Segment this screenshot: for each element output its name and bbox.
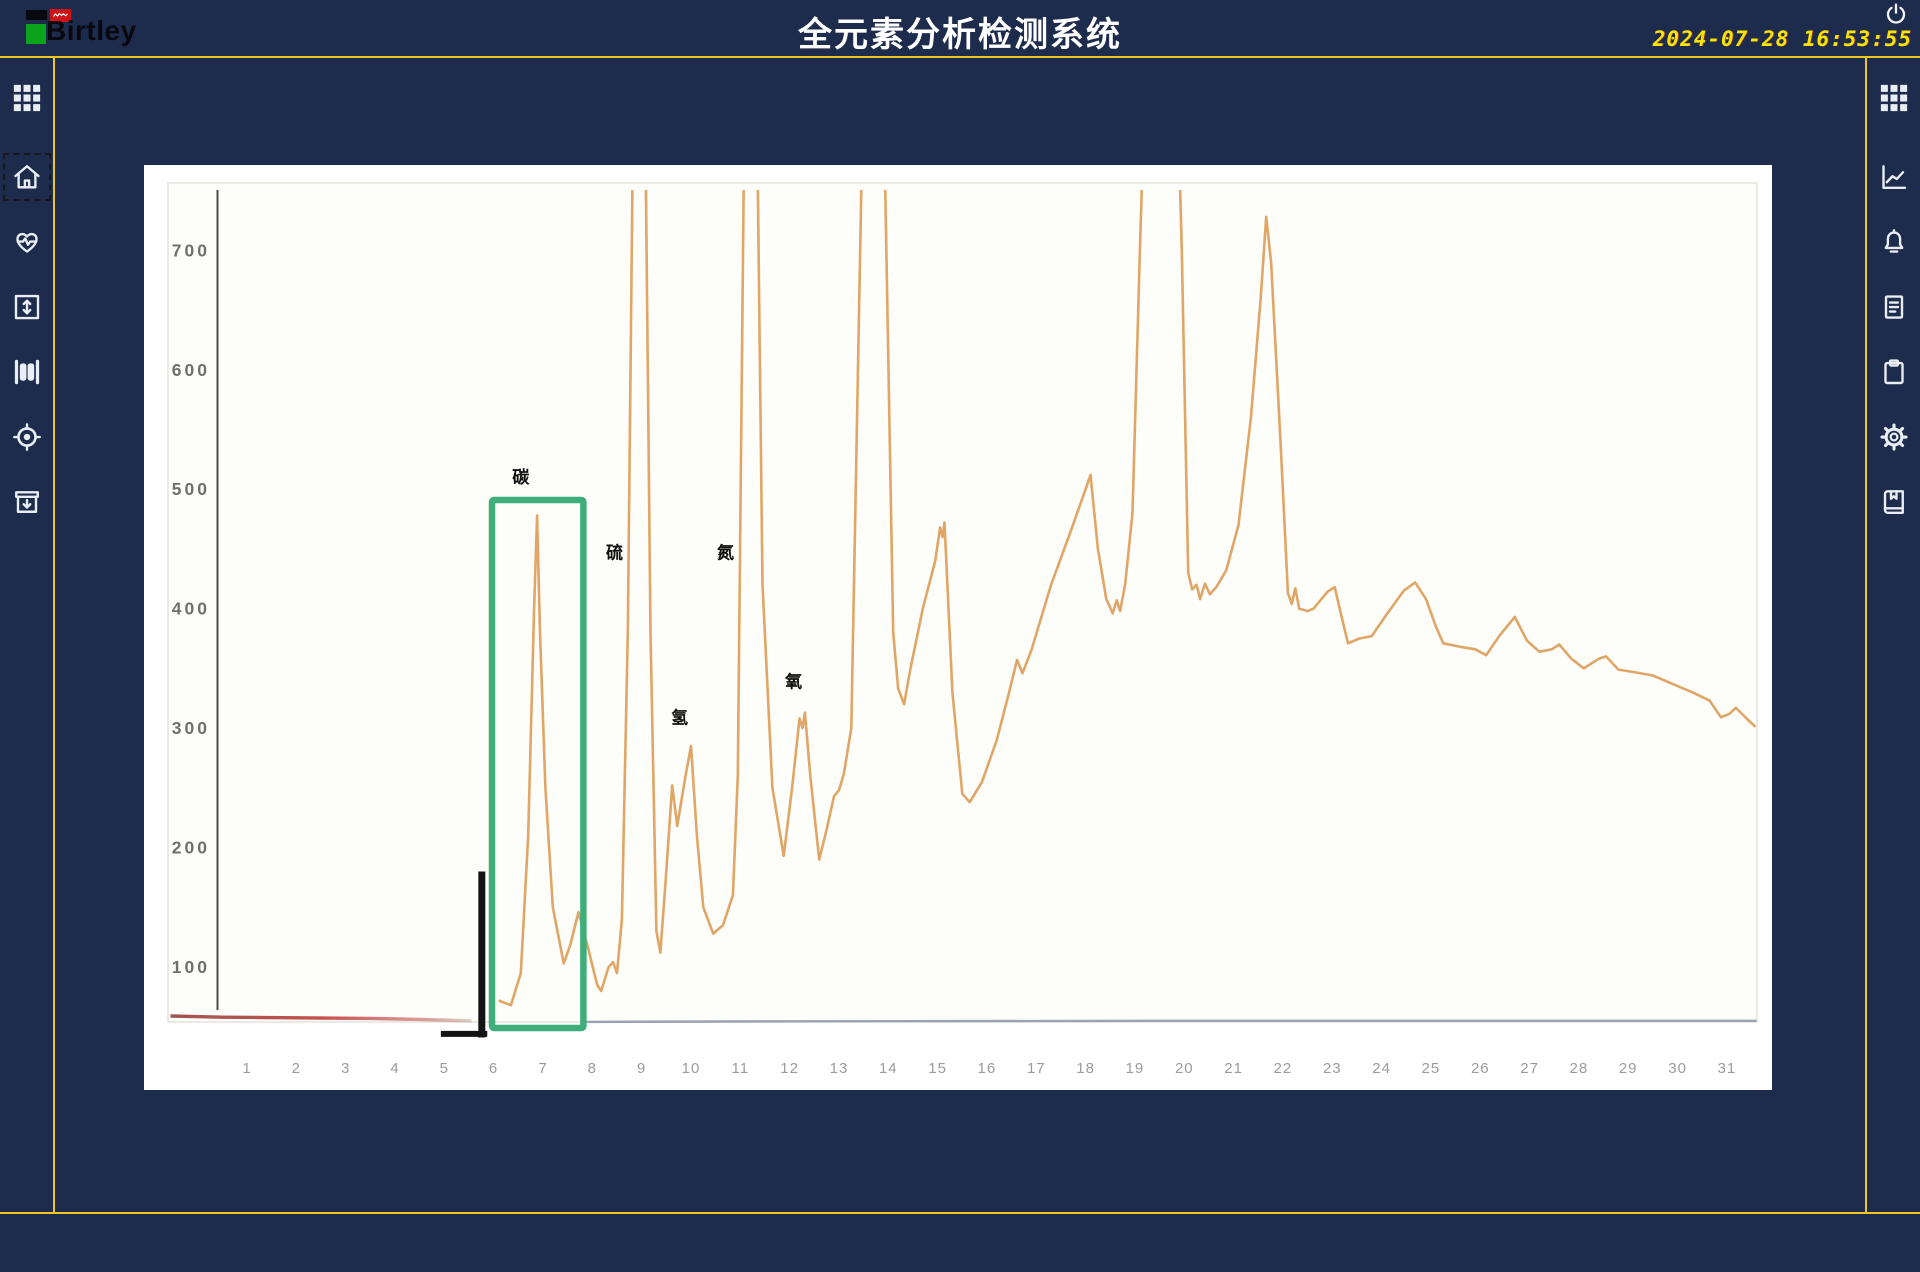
svg-text:24: 24	[1372, 1060, 1391, 1077]
svg-text:400: 400	[172, 599, 210, 619]
sidebar-item-home[interactable]	[2, 153, 51, 201]
svg-text:27: 27	[1520, 1060, 1539, 1077]
sidebar-item-heart-pulse[interactable]	[4, 219, 50, 265]
sidebar-item-clipboard[interactable]	[1871, 349, 1917, 395]
svg-text:2: 2	[292, 1060, 301, 1077]
sidebar-item-vertical-expand[interactable]	[4, 284, 50, 330]
report-document-icon	[1879, 292, 1909, 322]
svg-text:28: 28	[1570, 1060, 1589, 1077]
svg-text:3: 3	[341, 1060, 350, 1077]
grid-icon	[12, 83, 42, 113]
svg-text:19: 19	[1126, 1060, 1145, 1077]
svg-text:12: 12	[780, 1060, 799, 1077]
svg-text:300: 300	[172, 718, 210, 738]
sidebar-item-report-document[interactable]	[1871, 284, 1917, 330]
svg-text:25: 25	[1422, 1060, 1441, 1077]
chart-panel: 100 200 300 400 500 600 700 1 2 3 4 5 6 7 8 9 10 11 12 13 14…	[144, 165, 1772, 1090]
datetime: 2024-07-28 16:53:55	[1652, 27, 1912, 51]
logo-black-bar	[26, 10, 47, 20]
svg-text:氧: 氧	[784, 672, 802, 692]
svg-text:22: 22	[1274, 1060, 1293, 1077]
svg-text:13: 13	[830, 1060, 849, 1077]
svg-text:26: 26	[1471, 1060, 1490, 1077]
svg-text:29: 29	[1619, 1060, 1638, 1077]
power-icon[interactable]	[1884, 2, 1908, 26]
settings-gear-icon	[1879, 422, 1909, 452]
svg-text:200: 200	[172, 838, 210, 858]
svg-text:14: 14	[879, 1060, 898, 1077]
logo-red-badge-icon	[50, 9, 71, 22]
bottom-rule	[0, 1212, 1920, 1214]
svg-text:4: 4	[390, 1060, 399, 1077]
svg-text:1: 1	[242, 1060, 251, 1077]
svg-text:7: 7	[538, 1060, 547, 1077]
line-chart-icon	[1879, 162, 1909, 192]
logo-text: Birtley	[46, 15, 137, 46]
svg-text:氮: 氮	[717, 543, 734, 563]
svg-text:31: 31	[1718, 1060, 1737, 1077]
right-sidebar	[1865, 58, 1920, 1212]
sidebar-item-grid[interactable]	[1871, 75, 1917, 121]
svg-text:11: 11	[732, 1060, 750, 1077]
grid-icon	[1879, 83, 1909, 113]
svg-text:21: 21	[1224, 1060, 1243, 1077]
svg-text:17: 17	[1027, 1060, 1046, 1077]
app-header: Birtley 全元素分析检测系统 2024-07-28 16:53:55	[0, 0, 1920, 58]
svg-text:700: 700	[172, 240, 210, 260]
footer	[0, 1214, 1920, 1272]
svg-text:100: 100	[172, 957, 210, 977]
svg-text:8: 8	[588, 1060, 597, 1077]
bookmark-book-icon	[1879, 487, 1909, 517]
svg-text:10: 10	[682, 1060, 701, 1077]
page-title: 全元素分析检测系统	[798, 16, 1122, 54]
brand-logo: Birtley	[16, 0, 186, 56]
vertical-expand-icon	[12, 292, 42, 322]
svg-text:23: 23	[1323, 1060, 1342, 1077]
sidebar-item-grid[interactable]	[4, 75, 50, 121]
svg-text:6: 6	[489, 1060, 498, 1077]
svg-text:5: 5	[440, 1060, 449, 1077]
svg-text:碳: 碳	[512, 467, 530, 487]
svg-text:16: 16	[978, 1060, 997, 1077]
svg-text:氢: 氢	[671, 707, 688, 727]
svg-text:15: 15	[928, 1060, 947, 1077]
clipboard-icon	[1879, 357, 1909, 387]
archive-download-icon	[12, 487, 42, 517]
svg-text:18: 18	[1076, 1060, 1095, 1077]
sidebar-item-columns[interactable]	[4, 349, 50, 395]
sidebar-item-bell[interactable]	[1871, 219, 1917, 265]
home-icon	[12, 162, 42, 192]
sidebar-item-archive-download[interactable]	[4, 479, 50, 525]
sidebar-item-settings-gear[interactable]	[1871, 414, 1917, 460]
svg-text:硫: 硫	[606, 543, 623, 563]
logo-green-square	[26, 24, 46, 44]
heart-pulse-icon	[12, 227, 42, 257]
svg-text:500: 500	[172, 479, 210, 499]
target-icon	[12, 422, 42, 452]
svg-text:9: 9	[637, 1060, 646, 1077]
svg-text:30: 30	[1668, 1060, 1687, 1077]
svg-text:20: 20	[1175, 1060, 1194, 1077]
header-right: 2024-07-28 16:53:55	[1653, 1, 1912, 51]
sidebar-item-line-chart[interactable]	[1871, 154, 1917, 200]
columns-icon	[12, 357, 42, 387]
left-sidebar	[0, 58, 55, 1212]
bell-icon	[1879, 227, 1909, 257]
sidebar-item-bookmark-book[interactable]	[1871, 479, 1917, 525]
svg-text:600: 600	[172, 360, 210, 380]
sidebar-item-target[interactable]	[4, 414, 50, 460]
